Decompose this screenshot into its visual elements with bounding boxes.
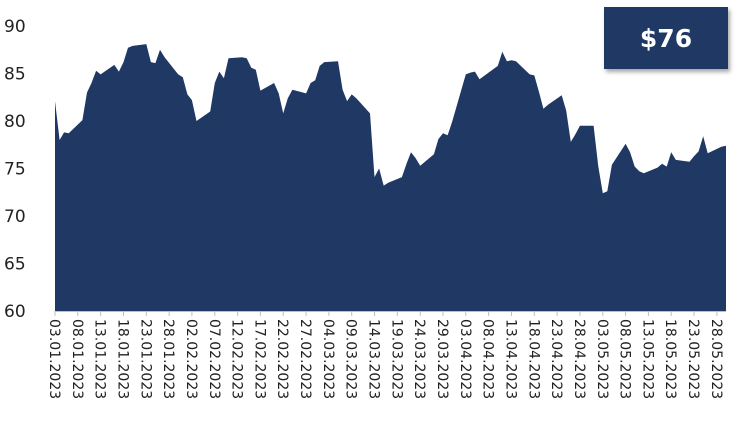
x-axis: 03.01.2023 08.01.2023 13.01.2023 18.01.2023…: [46, 311, 726, 399]
x-tick-label: 23.05.2023: [685, 319, 701, 399]
x-tick-label: 02.02.2023: [183, 319, 199, 399]
x-tick-label: 19.03.2023: [388, 319, 404, 399]
x-tick-label: 17.02.2023: [251, 319, 267, 399]
x-tick-label: 27.02.2023: [297, 319, 313, 399]
y-tick-label: 85: [4, 65, 26, 85]
y-tick-label: 65: [4, 255, 26, 275]
x-tick-label: 09.03.2023: [343, 319, 359, 399]
x-tick-label: 03.05.2023: [594, 319, 610, 399]
x-tick-label: 13.01.2023: [92, 319, 108, 399]
x-tick-label: 29.03.2023: [434, 319, 450, 399]
x-tick-label: 23.01.2023: [137, 319, 153, 399]
x-tick-label: 12.02.2023: [229, 319, 245, 399]
x-tick-label: 04.03.2023: [320, 319, 336, 399]
plot-area: [55, 44, 726, 311]
x-tick-label: 14.03.2023: [366, 319, 382, 399]
x-tick-label: 03.01.2023: [46, 319, 62, 399]
price-badge-value: $76: [639, 23, 693, 53]
x-tick-label: 28.01.2023: [160, 319, 176, 399]
y-tick-label: 80: [4, 112, 26, 132]
y-tick-label: 70: [4, 207, 26, 227]
x-tick-label: 03.04.2023: [457, 319, 473, 399]
x-tick-label: 18.04.2023: [525, 319, 541, 399]
y-tick-label: 90: [4, 17, 26, 37]
x-tick-label: 23.04.2023: [548, 319, 564, 399]
x-tick-label: 22.02.2023: [274, 319, 290, 399]
x-tick-label: 18.05.2023: [662, 319, 678, 399]
x-tick-label: 28.05.2023: [708, 319, 724, 399]
y-tick-label: 75: [4, 160, 26, 180]
price-badge: $76: [604, 7, 728, 69]
series-area: [55, 44, 726, 311]
x-tick-label: 07.02.2023: [206, 319, 222, 399]
x-tick-label: 13.04.2023: [503, 319, 519, 399]
x-tick-label: 28.04.2023: [571, 319, 587, 399]
x-tick-label: 08.05.2023: [617, 319, 633, 399]
x-tick-label: 24.03.2023: [411, 319, 427, 399]
x-tick-label: 18.01.2023: [115, 319, 131, 399]
x-tick-label: 13.05.2023: [639, 319, 655, 399]
x-tick-label: 08.04.2023: [480, 319, 496, 399]
x-tick-label: 08.01.2023: [69, 319, 85, 399]
y-axis: 60 65 70 75 80 85 90: [4, 17, 26, 322]
y-tick-label: 60: [4, 302, 26, 322]
